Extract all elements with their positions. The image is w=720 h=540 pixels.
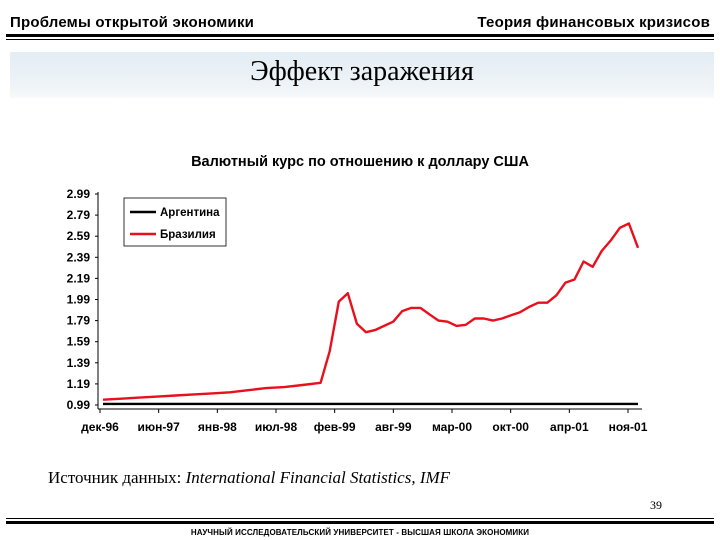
x-tick-label: июн-97 bbox=[138, 420, 181, 434]
x-tick-group: дек-96 июн-97 янв-98 июл-98 фев-99 авг-99 мар-… bbox=[81, 409, 648, 434]
x-tick-label: дек-96 bbox=[81, 420, 119, 434]
x-tick-label: авг-99 bbox=[375, 420, 412, 434]
y-tick-label: 2.79 bbox=[67, 208, 91, 222]
y-tick-label: 0.99 bbox=[67, 398, 91, 412]
source-name: International Financial Statistics, IMF bbox=[185, 468, 451, 487]
y-tick-label: 2.59 bbox=[67, 229, 91, 243]
header-rule-thin bbox=[6, 39, 714, 40]
legend-label-argentina: Аргентина bbox=[160, 207, 220, 219]
series-line-brazil bbox=[102, 222, 640, 401]
x-tick-label: мар-00 bbox=[432, 420, 472, 434]
y-tick-group: 0.99 1.19 1.39 1.59 1.79 1.99 2.19 2.39 2.59 2.79… bbox=[67, 187, 98, 412]
y-tick-label: 1.19 bbox=[67, 377, 91, 391]
source-prefix: Источник данных: bbox=[48, 468, 186, 487]
y-tick-label: 1.39 bbox=[67, 356, 91, 370]
y-tick-label: 1.99 bbox=[67, 293, 91, 307]
footer-rule-thick bbox=[6, 521, 714, 524]
legend-box bbox=[123, 197, 227, 247]
x-tick-label: фев-99 bbox=[314, 420, 356, 434]
y-tick-label: 2.39 bbox=[67, 250, 91, 264]
chart-legend: Аргентина Бразилия bbox=[123, 197, 227, 247]
footer-text: НАУЧНЫЙ ИССЛЕДОВАТЕЛЬСКИЙ УНИВЕРСИТЕТ - … bbox=[190, 528, 530, 537]
y-tick-label: 1.79 bbox=[67, 314, 91, 328]
x-tick-label: июл-98 bbox=[255, 420, 298, 434]
slide-title: Эффект заражения bbox=[250, 56, 474, 87]
header-rule-thick bbox=[6, 34, 714, 37]
series-group bbox=[102, 222, 640, 406]
chart-title: Валютный курс по отношению к доллару США bbox=[191, 154, 529, 170]
footer-rule-thin bbox=[6, 518, 714, 519]
y-tick-label: 2.99 bbox=[67, 187, 91, 201]
title-band: Эффект заражения bbox=[10, 52, 714, 98]
header-right: Теория финансовых кризисов bbox=[477, 14, 710, 31]
x-tick-label: апр-01 bbox=[550, 420, 589, 434]
x-tick-label: ноя-01 bbox=[609, 420, 648, 434]
page-number: 39 bbox=[650, 498, 662, 512]
data-source: Источник данных: International Financial… bbox=[48, 468, 450, 488]
x-tick-label: янв-98 bbox=[198, 420, 237, 434]
y-tick-label: 1.59 bbox=[67, 335, 91, 349]
header-left: Проблемы открытой экономики bbox=[10, 14, 255, 31]
x-tick-label: окт-00 bbox=[492, 420, 529, 434]
legend-label-brazil: Бразилия bbox=[160, 229, 216, 241]
y-tick-label: 2.19 bbox=[67, 271, 91, 285]
